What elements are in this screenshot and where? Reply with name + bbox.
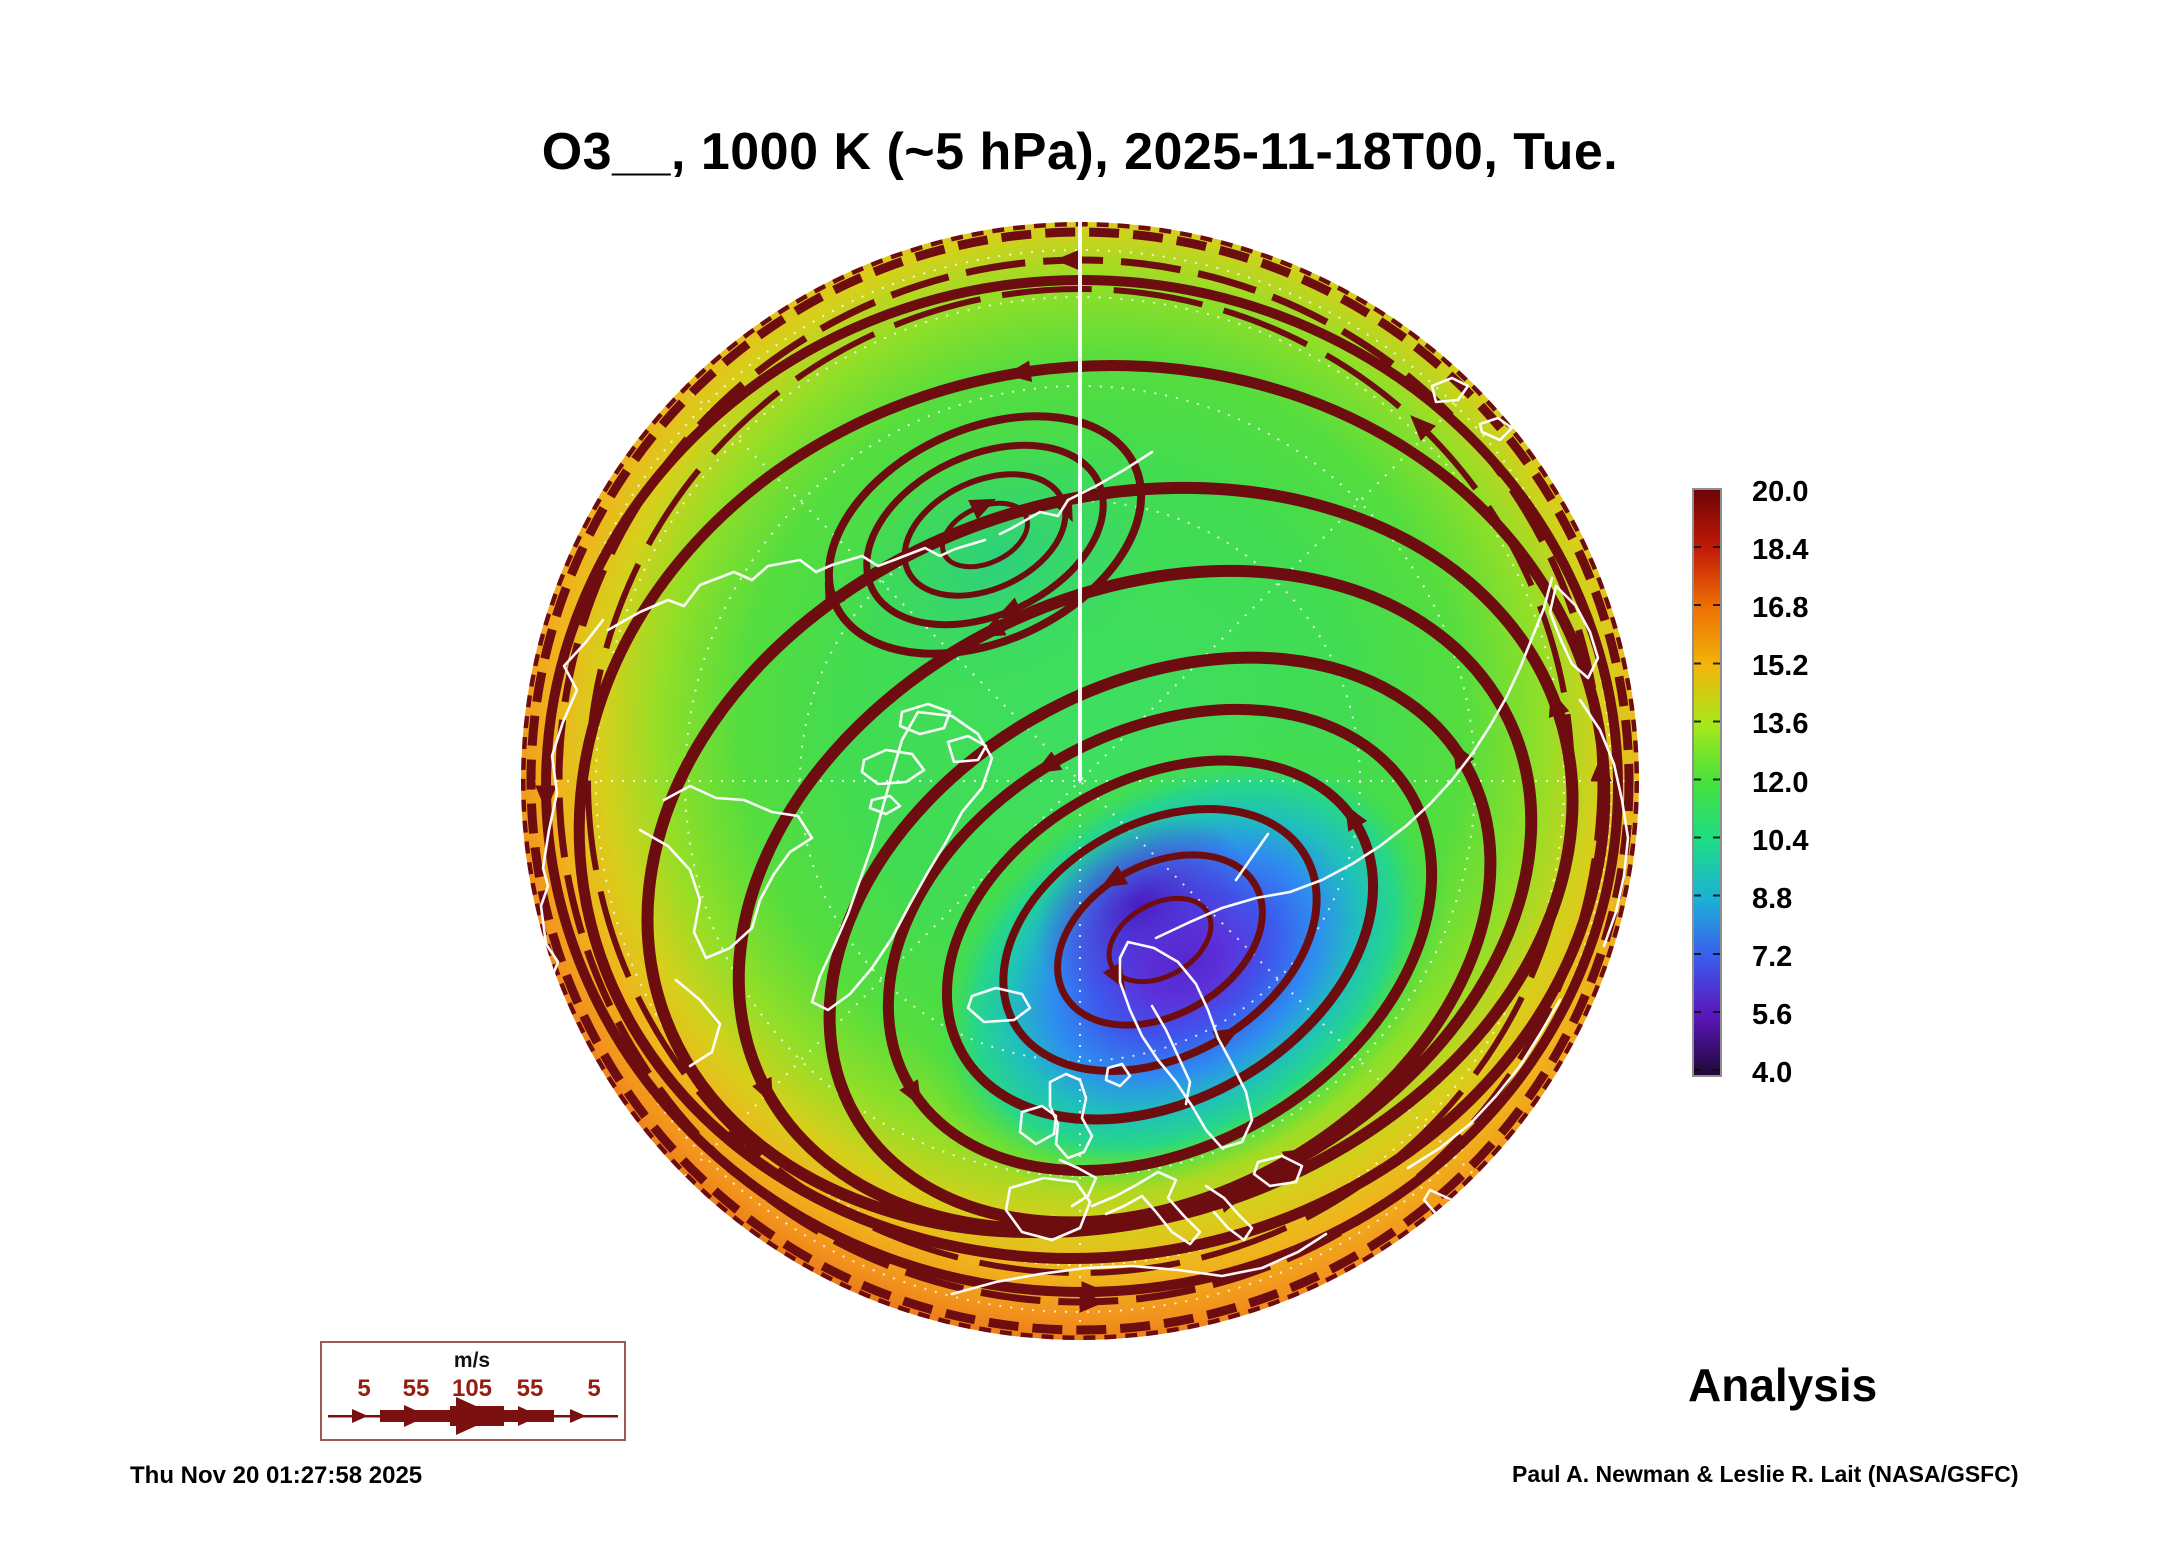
colorbar-gradient <box>1692 488 1722 1077</box>
colorbar-tick-label: 7.2 <box>1752 941 1793 973</box>
analysis-label: Analysis <box>1688 1359 1878 1411</box>
colorbar-tick-label: 15.2 <box>1752 650 1809 682</box>
wind-speed-value: 55 <box>402 1375 430 1402</box>
colorbar-tick-label: 5.6 <box>1752 999 1793 1031</box>
wind-speed-value: 5 <box>587 1375 601 1402</box>
polar-vortex-core <box>1034 815 1246 995</box>
colorbar-tick-label: 8.8 <box>1752 883 1793 915</box>
colorbar-tick-label: 18.4 <box>1752 534 1809 566</box>
wind-speed-value: 5 <box>357 1375 371 1402</box>
wind-speed-value: 105 <box>451 1375 493 1402</box>
colorbar-tick-label: 4.0 <box>1752 1057 1793 1089</box>
wind-arrow-scale <box>328 1397 618 1435</box>
colorbar-tick-label: 16.8 <box>1752 592 1809 624</box>
generated-timestamp: Thu Nov 20 01:27:58 2025 <box>130 1462 423 1489</box>
coastlines <box>539 376 1630 1296</box>
colorbar-tick-label: 13.6 <box>1752 708 1809 740</box>
colorbar-tick-label: 20.0 <box>1752 476 1809 508</box>
wind-legend-unit: m/s <box>453 1349 491 1372</box>
colorbar-tick-label: 10.4 <box>1752 825 1809 857</box>
wind-speed-legend: m/s 5 55 105 55 5 <box>320 1341 626 1441</box>
plot-title: O3__, 1000 K (~5 hPa), 2025-11-18T00, Tu… <box>541 123 1619 181</box>
colorbar-tick-label: 12.0 <box>1752 767 1809 799</box>
wind-speed-value: 55 <box>516 1375 544 1402</box>
credit-line: Paul A. Newman & Leslie R. Lait (NASA/GS… <box>1512 1461 2019 1487</box>
